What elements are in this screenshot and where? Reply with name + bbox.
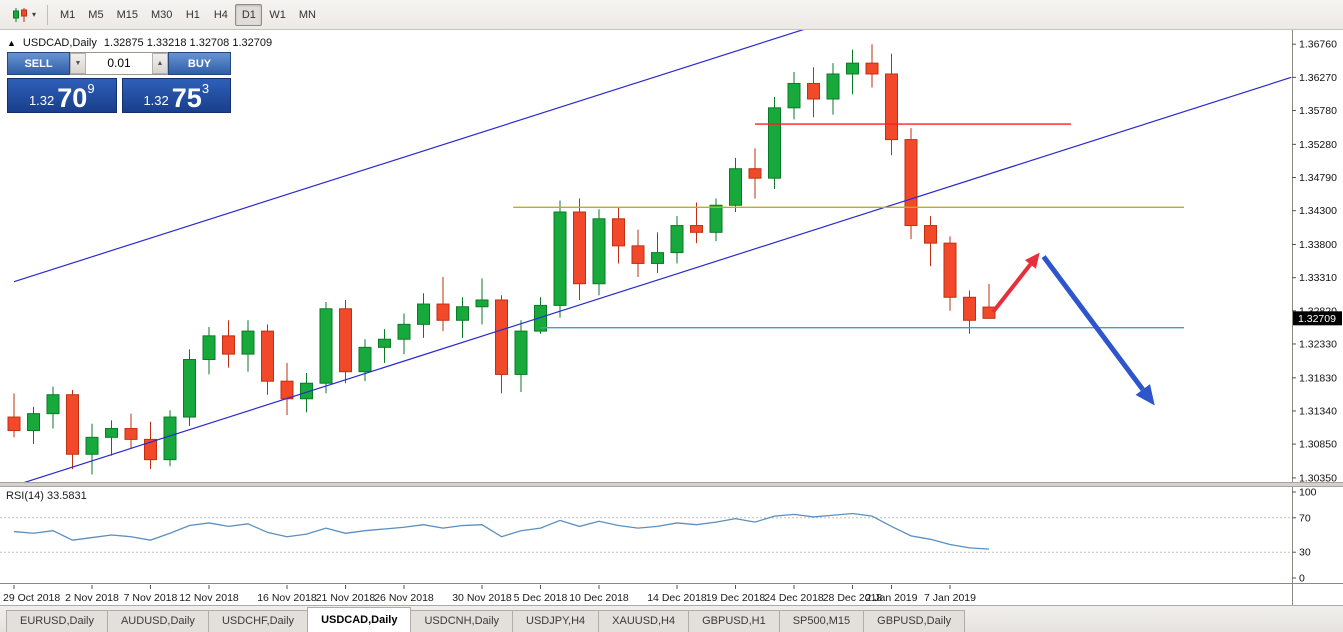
date-axis-label: 2 Jan 2019 <box>866 592 918 604</box>
timeframe-button-h4[interactable]: H4 <box>213 8 228 21</box>
price-chart-canvas[interactable]: 1.36760 1.36270 1.35780 1.35280 1.34790 1.343… <box>0 30 1343 605</box>
current-price-badge <box>1293 311 1342 326</box>
candles-layer <box>7 44 996 475</box>
toolbar-separator <box>47 4 49 25</box>
tab-audusd-daily[interactable]: AUDUSD,Daily <box>106 610 209 632</box>
price-axis-label: 1.31830 <box>1299 372 1337 384</box>
current-price-badge-value: 1.32709 <box>1298 313 1336 325</box>
date-axis-label: 26 Nov 2018 <box>374 592 434 604</box>
date-axis-label: 14 Dec 2018 <box>647 592 707 604</box>
sell-button[interactable]: SELL <box>7 52 70 75</box>
analysis-lines-layer <box>13 30 1292 482</box>
buy-price-display[interactable]: 1.32 75 3 <box>121 78 231 113</box>
sell-price-pip: 9 <box>87 81 95 96</box>
volume-input[interactable]: 0.01 <box>107 56 131 70</box>
timeframe-button-m15[interactable]: M15 <box>116 8 138 21</box>
rsi-axis-label: 100 <box>1299 487 1317 499</box>
timeframe-button-d1[interactable]: D1 <box>235 3 263 26</box>
timeframe-button-w1[interactable]: W1 <box>269 8 286 21</box>
rsi-axis-label: 30 <box>1299 547 1311 559</box>
price-axis-label: 1.35280 <box>1299 139 1337 151</box>
price-axis-label: 1.30850 <box>1299 439 1337 451</box>
buy-button[interactable]: BUY <box>168 52 231 75</box>
sell-price-prefix: 1.32 <box>28 93 55 108</box>
date-axis-label: 29 Oct 2018 <box>3 592 60 604</box>
price-axis-label: 1.34300 <box>1299 205 1337 217</box>
chart-tabs-bar: EURUSD,Daily AUDUSD,Daily USDCHF,Daily USDC… <box>0 605 1343 632</box>
chart-symbol-label: USDCAD,Daily <box>22 37 97 49</box>
tab-sp500-m15[interactable]: SP500,M15 <box>778 610 865 632</box>
price-axis-label: 1.30350 <box>1299 472 1337 484</box>
price-axis-label: 1.35780 <box>1299 105 1337 117</box>
sell-price-main: 70 <box>57 82 88 113</box>
rsi-indicator-label: RSI(14) 33.5831 <box>6 490 87 502</box>
date-axis-label: 16 Nov 2018 <box>257 592 317 604</box>
sell-price-display[interactable]: 1.32 70 9 <box>7 78 117 113</box>
tab-usdcnh-daily[interactable]: USDCNH,Daily <box>410 610 514 632</box>
price-axis-label: 1.33800 <box>1299 239 1337 251</box>
price-axis-label: 1.36760 <box>1299 39 1337 51</box>
volume-stepper: ▼ 0.01 ▲ <box>70 52 168 75</box>
date-axis-label: 21 Nov 2018 <box>316 592 376 604</box>
tab-usdjpy-h4[interactable]: USDJPY,H4 <box>512 610 600 632</box>
date-axis-label: 28 Dec 2018 <box>823 592 883 604</box>
date-axis-label: 5 Dec 2018 <box>514 592 568 604</box>
rsi-axis-label: 70 <box>1299 512 1311 524</box>
date-axis-label: 12 Nov 2018 <box>179 592 239 604</box>
timeframe-button-h1[interactable]: H1 <box>185 8 200 21</box>
volume-increase-button[interactable]: ▲ <box>152 53 168 74</box>
chart-ohlc-values: 1.32875 1.33218 1.32708 1.32709 <box>103 37 273 49</box>
bullish-arrow-annotation[interactable] <box>991 252 1040 314</box>
rsi-line <box>13 512 990 550</box>
pane-splitter[interactable] <box>0 482 1343 486</box>
rsi-axis-label: 0 <box>1299 573 1305 585</box>
timeframe-button-m30[interactable]: M30 <box>150 8 173 21</box>
date-axis-label: 7 Nov 2018 <box>124 592 178 604</box>
chart-window: 1.36760 1.36270 1.35780 1.35280 1.34790 1.343… <box>0 29 1343 606</box>
price-axis-label: 1.31340 <box>1299 405 1337 417</box>
price-axis-label: 1.36270 <box>1299 72 1337 84</box>
tab-usdcad-daily[interactable]: USDCAD,Daily <box>307 607 412 632</box>
date-axis-label: 10 Dec 2018 <box>569 592 629 604</box>
date-axis-label: 24 Dec 2018 <box>764 592 824 604</box>
top-toolbar: ▾ M1 M5 M15 M30 H1 H4 D1 W1 MN <box>0 0 1343 30</box>
price-axis-label: 1.32330 <box>1299 338 1337 350</box>
volume-decrease-button[interactable]: ▼ <box>70 53 86 74</box>
date-axis-label: 7 Jan 2019 <box>924 592 976 604</box>
tab-eurusd-daily[interactable]: EURUSD,Daily <box>6 610 108 632</box>
tab-usdchf-daily[interactable]: USDCHF,Daily <box>207 610 309 632</box>
chart-header: ▲ USDCAD,Daily 1.32875 1.33218 1.32708 1… <box>7 37 272 49</box>
date-axis-label: 2 Nov 2018 <box>65 592 119 604</box>
trend-channel-line[interactable] <box>23 76 1292 482</box>
buy-price-prefix: 1.32 <box>143 93 169 108</box>
candlestick-chart-icon <box>13 7 27 22</box>
buy-price-main: 75 <box>171 82 202 113</box>
price-axis-label: 1.34790 <box>1299 172 1337 184</box>
date-axis-label: 30 Nov 2018 <box>452 592 512 604</box>
one-click-trading-toggle[interactable]: ▲ <box>7 38 16 48</box>
one-click-trade-panel: SELL ▼ 0.01 ▲ BUY 1.32 70 9 1.32 75 3 <box>7 52 231 113</box>
buy-price-pip: 3 <box>201 81 210 96</box>
timeframe-buttons: M1 M5 M15 M30 H1 H4 D1 W1 MN <box>54 3 322 26</box>
date-axis-label: 19 Dec 2018 <box>706 592 766 604</box>
bearish-arrow-annotation[interactable] <box>1041 255 1155 406</box>
chevron-down-icon: ▾ <box>32 9 37 19</box>
trend-channel-line[interactable] <box>13 30 823 283</box>
tab-xauusd-h4[interactable]: XAUUSD,H4 <box>598 610 690 632</box>
tab-gbpusd-daily[interactable]: GBPUSD,Daily <box>863 610 966 632</box>
price-axis-label: 1.33310 <box>1299 272 1337 284</box>
chart-type-button[interactable]: ▾ <box>5 3 41 27</box>
timeframe-button-mn[interactable]: MN <box>298 8 316 21</box>
tab-gbpusd-h1[interactable]: GBPUSD,H1 <box>688 610 780 632</box>
timeframe-button-m1[interactable]: M1 <box>60 8 76 21</box>
timeframe-button-m5[interactable]: M5 <box>88 8 104 21</box>
